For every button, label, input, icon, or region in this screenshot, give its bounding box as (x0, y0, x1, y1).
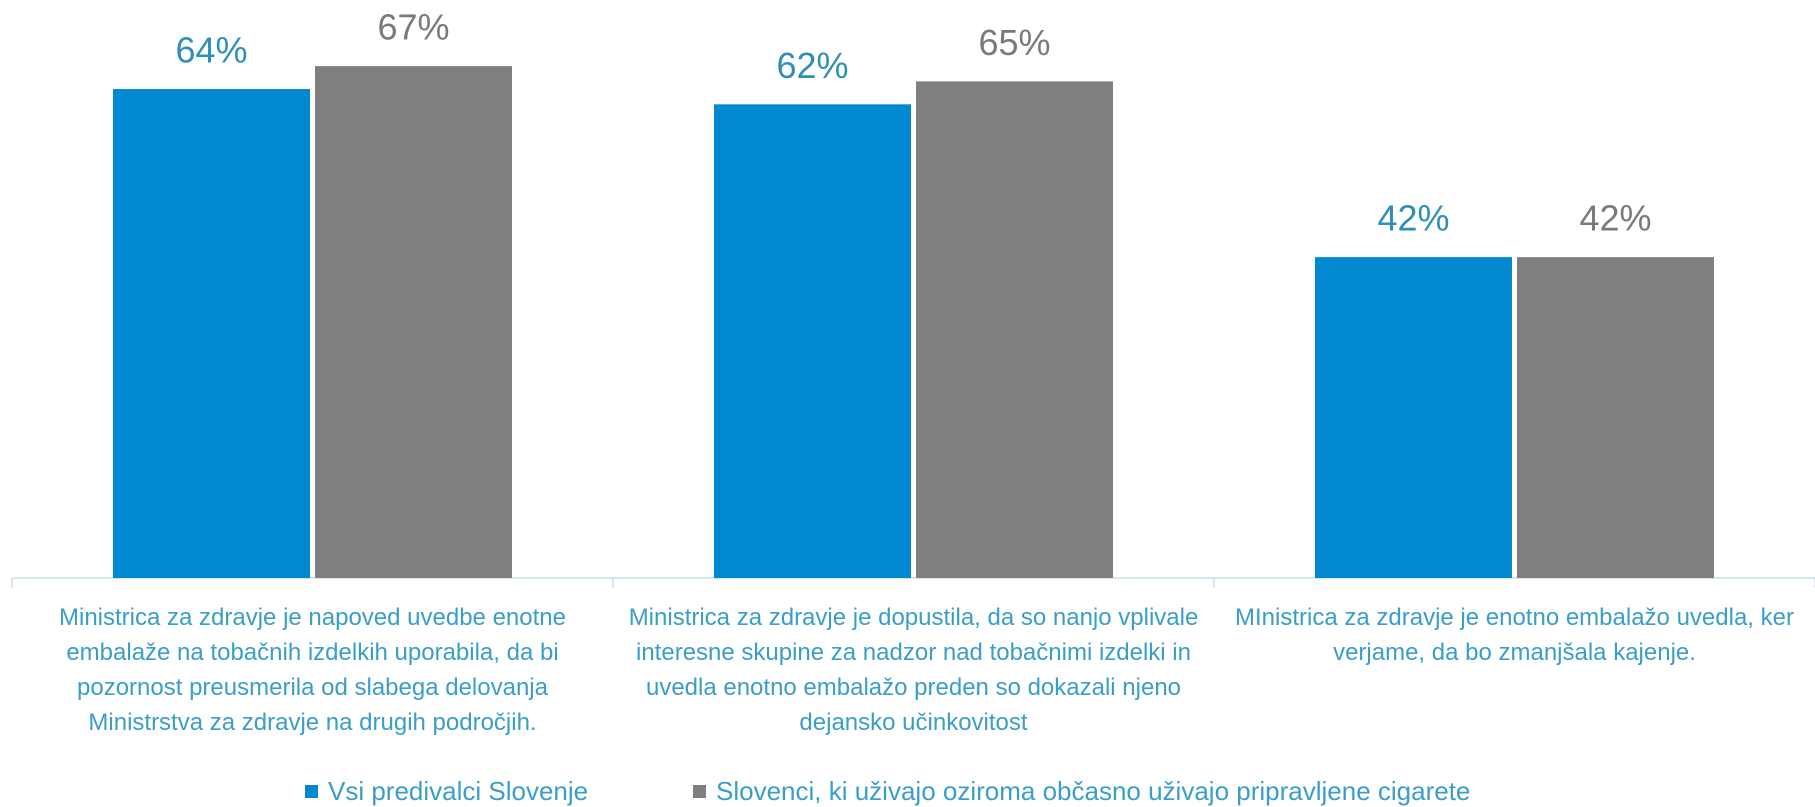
data-label: 67% (377, 7, 449, 48)
legend-label: Slovenci, ki uživajo oziroma občasno uži… (716, 776, 1471, 806)
data-label: 42% (1579, 198, 1651, 239)
legend-item: Vsi predivalci Slovenje (305, 776, 588, 807)
bar (113, 89, 310, 578)
bar (714, 104, 911, 578)
bar (1517, 257, 1714, 578)
legend-swatch (693, 785, 706, 798)
x-tick-label: Ministrica za zdravje je napoved uvedbe … (59, 604, 566, 736)
legend-label: Vsi predivalci Slovenje (328, 776, 589, 806)
bar (1315, 257, 1512, 578)
data-label: 62% (776, 45, 848, 86)
data-label: 65% (978, 22, 1050, 63)
bar (315, 66, 512, 579)
data-label: 64% (175, 30, 247, 71)
legend-item: Slovenci, ki uživajo oziroma občasno uži… (693, 776, 1470, 807)
x-tick-label: MInistrica za zdravje je enotno embalažo… (1235, 604, 1794, 666)
data-label: 42% (1377, 198, 1449, 239)
legend-swatch (305, 785, 318, 798)
bar (916, 81, 1113, 579)
x-tick-label: Ministrica za zdravje je dopustila, da s… (628, 604, 1199, 736)
